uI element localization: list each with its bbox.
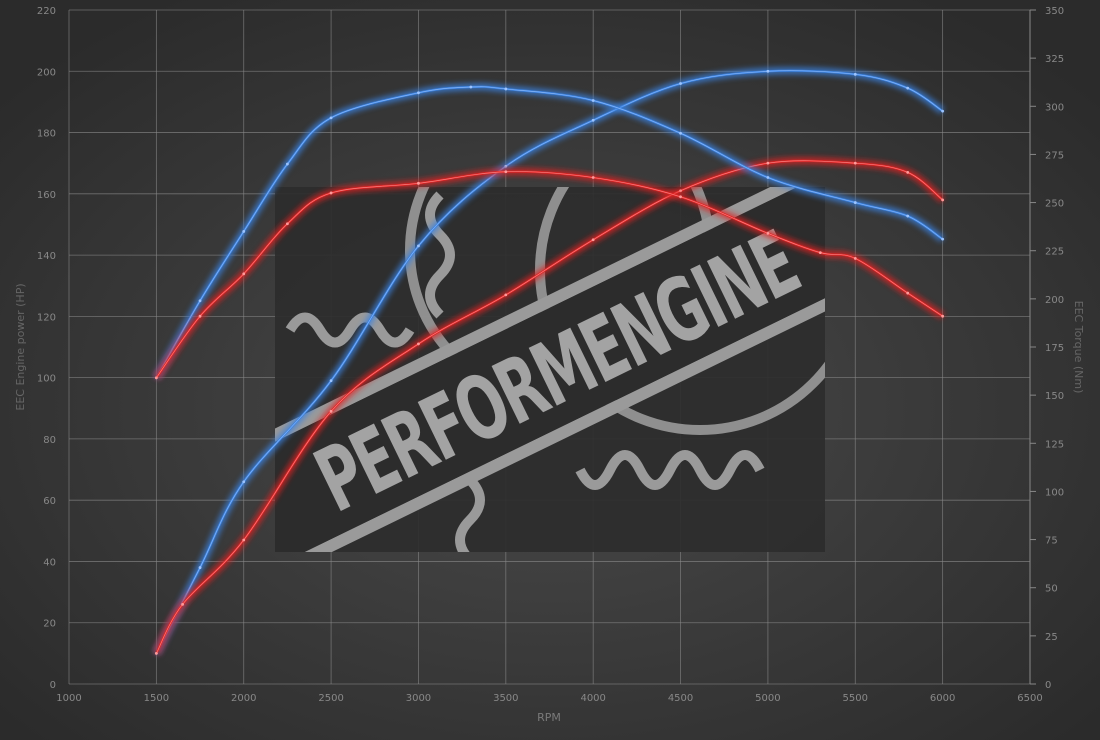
- y-axis-left-label: EEC Engine power (HP): [14, 283, 27, 410]
- x-tick-label: 6500: [1017, 693, 1042, 704]
- y-left-tick-label: 140: [37, 251, 56, 262]
- series-3-torque-point: [198, 314, 202, 318]
- y-right-tick-label: 250: [1045, 199, 1064, 210]
- series-3-torque-highlight: [156, 171, 943, 379]
- series-2-torque-point: [198, 299, 202, 303]
- x-tick-label: 1000: [56, 693, 81, 704]
- series-1-power-point: [242, 538, 246, 542]
- y-right-tick-label: 125: [1045, 439, 1064, 450]
- series-3-torque-point: [504, 170, 508, 174]
- series-3-torque-point: [417, 181, 420, 185]
- y-left-tick-label: 200: [37, 67, 56, 78]
- x-tick-label: 4500: [668, 693, 693, 704]
- series-3-torque-point: [286, 222, 289, 226]
- x-tick-label: 3000: [406, 693, 431, 704]
- y-left-tick-label: 20: [43, 619, 56, 630]
- series-1-power-point: [679, 189, 682, 193]
- series-3-torque-point: [679, 195, 682, 199]
- y-left-tick-label: 0: [50, 680, 56, 691]
- x-tick-label: 2000: [231, 693, 256, 704]
- series-3-torque-point: [853, 257, 857, 260]
- y-right-tick-label: 150: [1045, 391, 1064, 402]
- y-left-tick-label: 180: [37, 129, 56, 140]
- series-3-torque-point: [154, 376, 158, 380]
- performengine-watermark-logo: PERFORMENGINE: [275, 187, 825, 552]
- y-left-tick-label: 220: [37, 6, 56, 17]
- series-2-torque-point: [679, 131, 682, 135]
- series-2-torque-point: [941, 237, 945, 241]
- series-3-torque-point: [818, 251, 822, 255]
- x-tick-label: 5000: [755, 693, 780, 704]
- series-1-power-point: [154, 651, 158, 655]
- y-left-tick-label: 100: [37, 374, 56, 385]
- y-right-tick-label: 75: [1045, 536, 1058, 547]
- series-0-power-point: [329, 379, 333, 383]
- series-0-power-point: [906, 86, 910, 90]
- curves: [153, 67, 945, 656]
- series-2-torque-point: [286, 162, 289, 166]
- series-2-torque-point: [504, 87, 508, 91]
- series-2-torque-point: [329, 116, 333, 120]
- series-2-torque-point: [853, 201, 857, 204]
- y-right-tick-label: 275: [1045, 150, 1064, 161]
- y-right-tick-label: 175: [1045, 343, 1064, 354]
- x-tick-label: 5500: [843, 693, 868, 704]
- series-0-power-point: [853, 72, 857, 76]
- y-right-tick-label: 100: [1045, 487, 1064, 498]
- x-tick-label: 3500: [493, 693, 518, 704]
- y-right-tick-label: 225: [1045, 247, 1064, 258]
- x-tick-label: 6000: [930, 693, 955, 704]
- grid: [68, 9, 1031, 685]
- series-1-power-point: [329, 409, 333, 413]
- series-0-power-point: [941, 109, 945, 113]
- y-right-tick-label: 300: [1045, 102, 1064, 113]
- y-left-tick-label: 160: [37, 190, 56, 201]
- x-tick-label: 1500: [144, 693, 169, 704]
- series-2-torque-point: [591, 99, 595, 102]
- y-right-tick-label: 350: [1045, 6, 1064, 17]
- axes: 1000 1500 2000 2500 3000 3500 4000 4500 5000 5500…: [37, 6, 1064, 704]
- y-left-tick-label: 80: [43, 435, 56, 446]
- series-3-torque-point: [329, 191, 333, 195]
- y-left-tick-label: 40: [43, 557, 56, 568]
- y-right-tick-label: 0: [1045, 680, 1051, 691]
- series-1-power-point: [504, 293, 508, 297]
- series-0-power-point: [242, 480, 246, 484]
- y-left-tick-label: 120: [37, 312, 56, 323]
- series-1-power-point: [417, 342, 420, 346]
- series-1-power-point: [766, 161, 770, 165]
- series-0-power-point: [504, 164, 508, 168]
- series-1-power-point: [941, 198, 945, 202]
- series-1-power-point: [853, 161, 857, 165]
- y-axis-right-label: EEC Torque (Nm): [1072, 301, 1085, 394]
- y-right-tick-label: 25: [1045, 632, 1058, 643]
- series-2-torque-point: [417, 91, 420, 95]
- series-3-torque-point: [242, 272, 246, 276]
- series-0-power-point: [591, 118, 595, 122]
- series-3-torque-point: [591, 176, 595, 179]
- series-1-power-point: [906, 170, 910, 174]
- series-2-torque-point: [906, 214, 910, 218]
- x-tick-label: 2500: [318, 693, 343, 704]
- x-tick-label: 4000: [580, 693, 605, 704]
- series-0-power-point: [417, 244, 420, 248]
- series-0-power-point: [766, 69, 770, 73]
- series-3-torque-point: [941, 314, 945, 318]
- series-1-power-point: [181, 602, 184, 606]
- y-right-tick-label: 200: [1045, 295, 1064, 306]
- series-0-power-point: [679, 82, 682, 85]
- series-3-torque-point: [906, 291, 910, 295]
- series-1-power-point: [591, 238, 595, 242]
- y-right-tick-label: 50: [1045, 584, 1058, 595]
- y-left-tick-label: 60: [43, 496, 56, 507]
- series-2-torque-point: [766, 176, 770, 179]
- y-right-tick-label: 325: [1045, 54, 1064, 65]
- series-2-torque-point: [242, 230, 246, 233]
- series-0-power-point: [198, 566, 202, 569]
- x-axis-label: RPM: [537, 711, 561, 724]
- series-2-torque-point: [469, 85, 473, 89]
- series-3-torque-point: [766, 231, 770, 235]
